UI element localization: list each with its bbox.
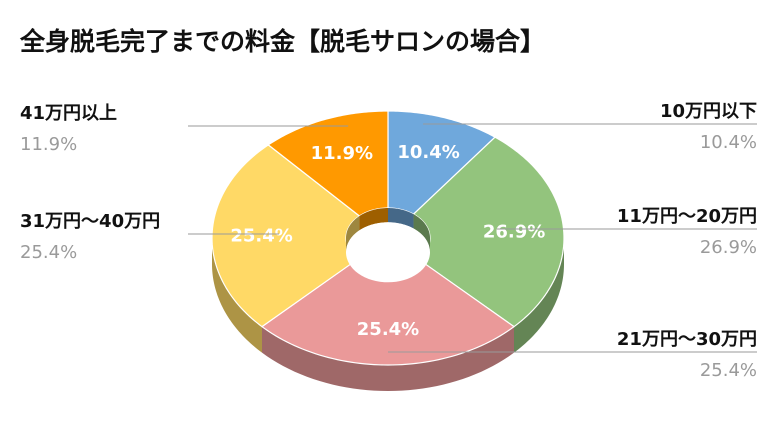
slice-value-label-3: 25.4% [230, 226, 292, 247]
hole-wall-0-0 [388, 208, 414, 229]
slice-value-labels: 10.4% 26.9% 25.4% 25.4% 11.9% [230, 142, 545, 340]
callout-name-1: 11万円〜20万円 [617, 206, 757, 227]
callout-labels: 10万円以下 10.4% 11万円〜20万円 26.9% 21万円〜30万円 25.4% 3… [20, 101, 757, 381]
callout-name-4: 41万円以上 [20, 103, 117, 124]
slice-value-label-0: 10.4% [397, 142, 459, 163]
hole-wall-3-1 [346, 216, 360, 253]
hole-wall-4-1 [359, 208, 388, 231]
slice-side-3 [212, 238, 262, 353]
hole-floor [346, 222, 430, 283]
donut-slices [211, 110, 565, 366]
callout-value-2: 25.4% [700, 360, 757, 381]
hole-wall-1-0 [413, 214, 430, 253]
slice-value-label-2: 25.4% [357, 319, 419, 340]
donut-sides [212, 238, 564, 391]
callout-value-1: 26.9% [700, 237, 757, 258]
callout-name-3: 31万円〜40万円 [20, 211, 160, 232]
callout-name-2: 21万円〜30万円 [617, 329, 757, 350]
slice-value-label-1: 26.9% [483, 221, 545, 242]
callout-value-0: 10.4% [700, 132, 757, 153]
callout-value-3: 25.4% [20, 242, 77, 263]
slice-value-label-4: 11.9% [311, 143, 373, 164]
slice-side-1 [514, 238, 564, 353]
slice-side-2 [261, 326, 515, 391]
callout-value-4: 11.9% [20, 134, 77, 155]
donut-hole [346, 208, 430, 283]
chart-title: 全身脱毛完了までの料金【脱毛サロンの場合】 [19, 27, 545, 56]
callout-name-0: 10万円以下 [660, 101, 757, 122]
